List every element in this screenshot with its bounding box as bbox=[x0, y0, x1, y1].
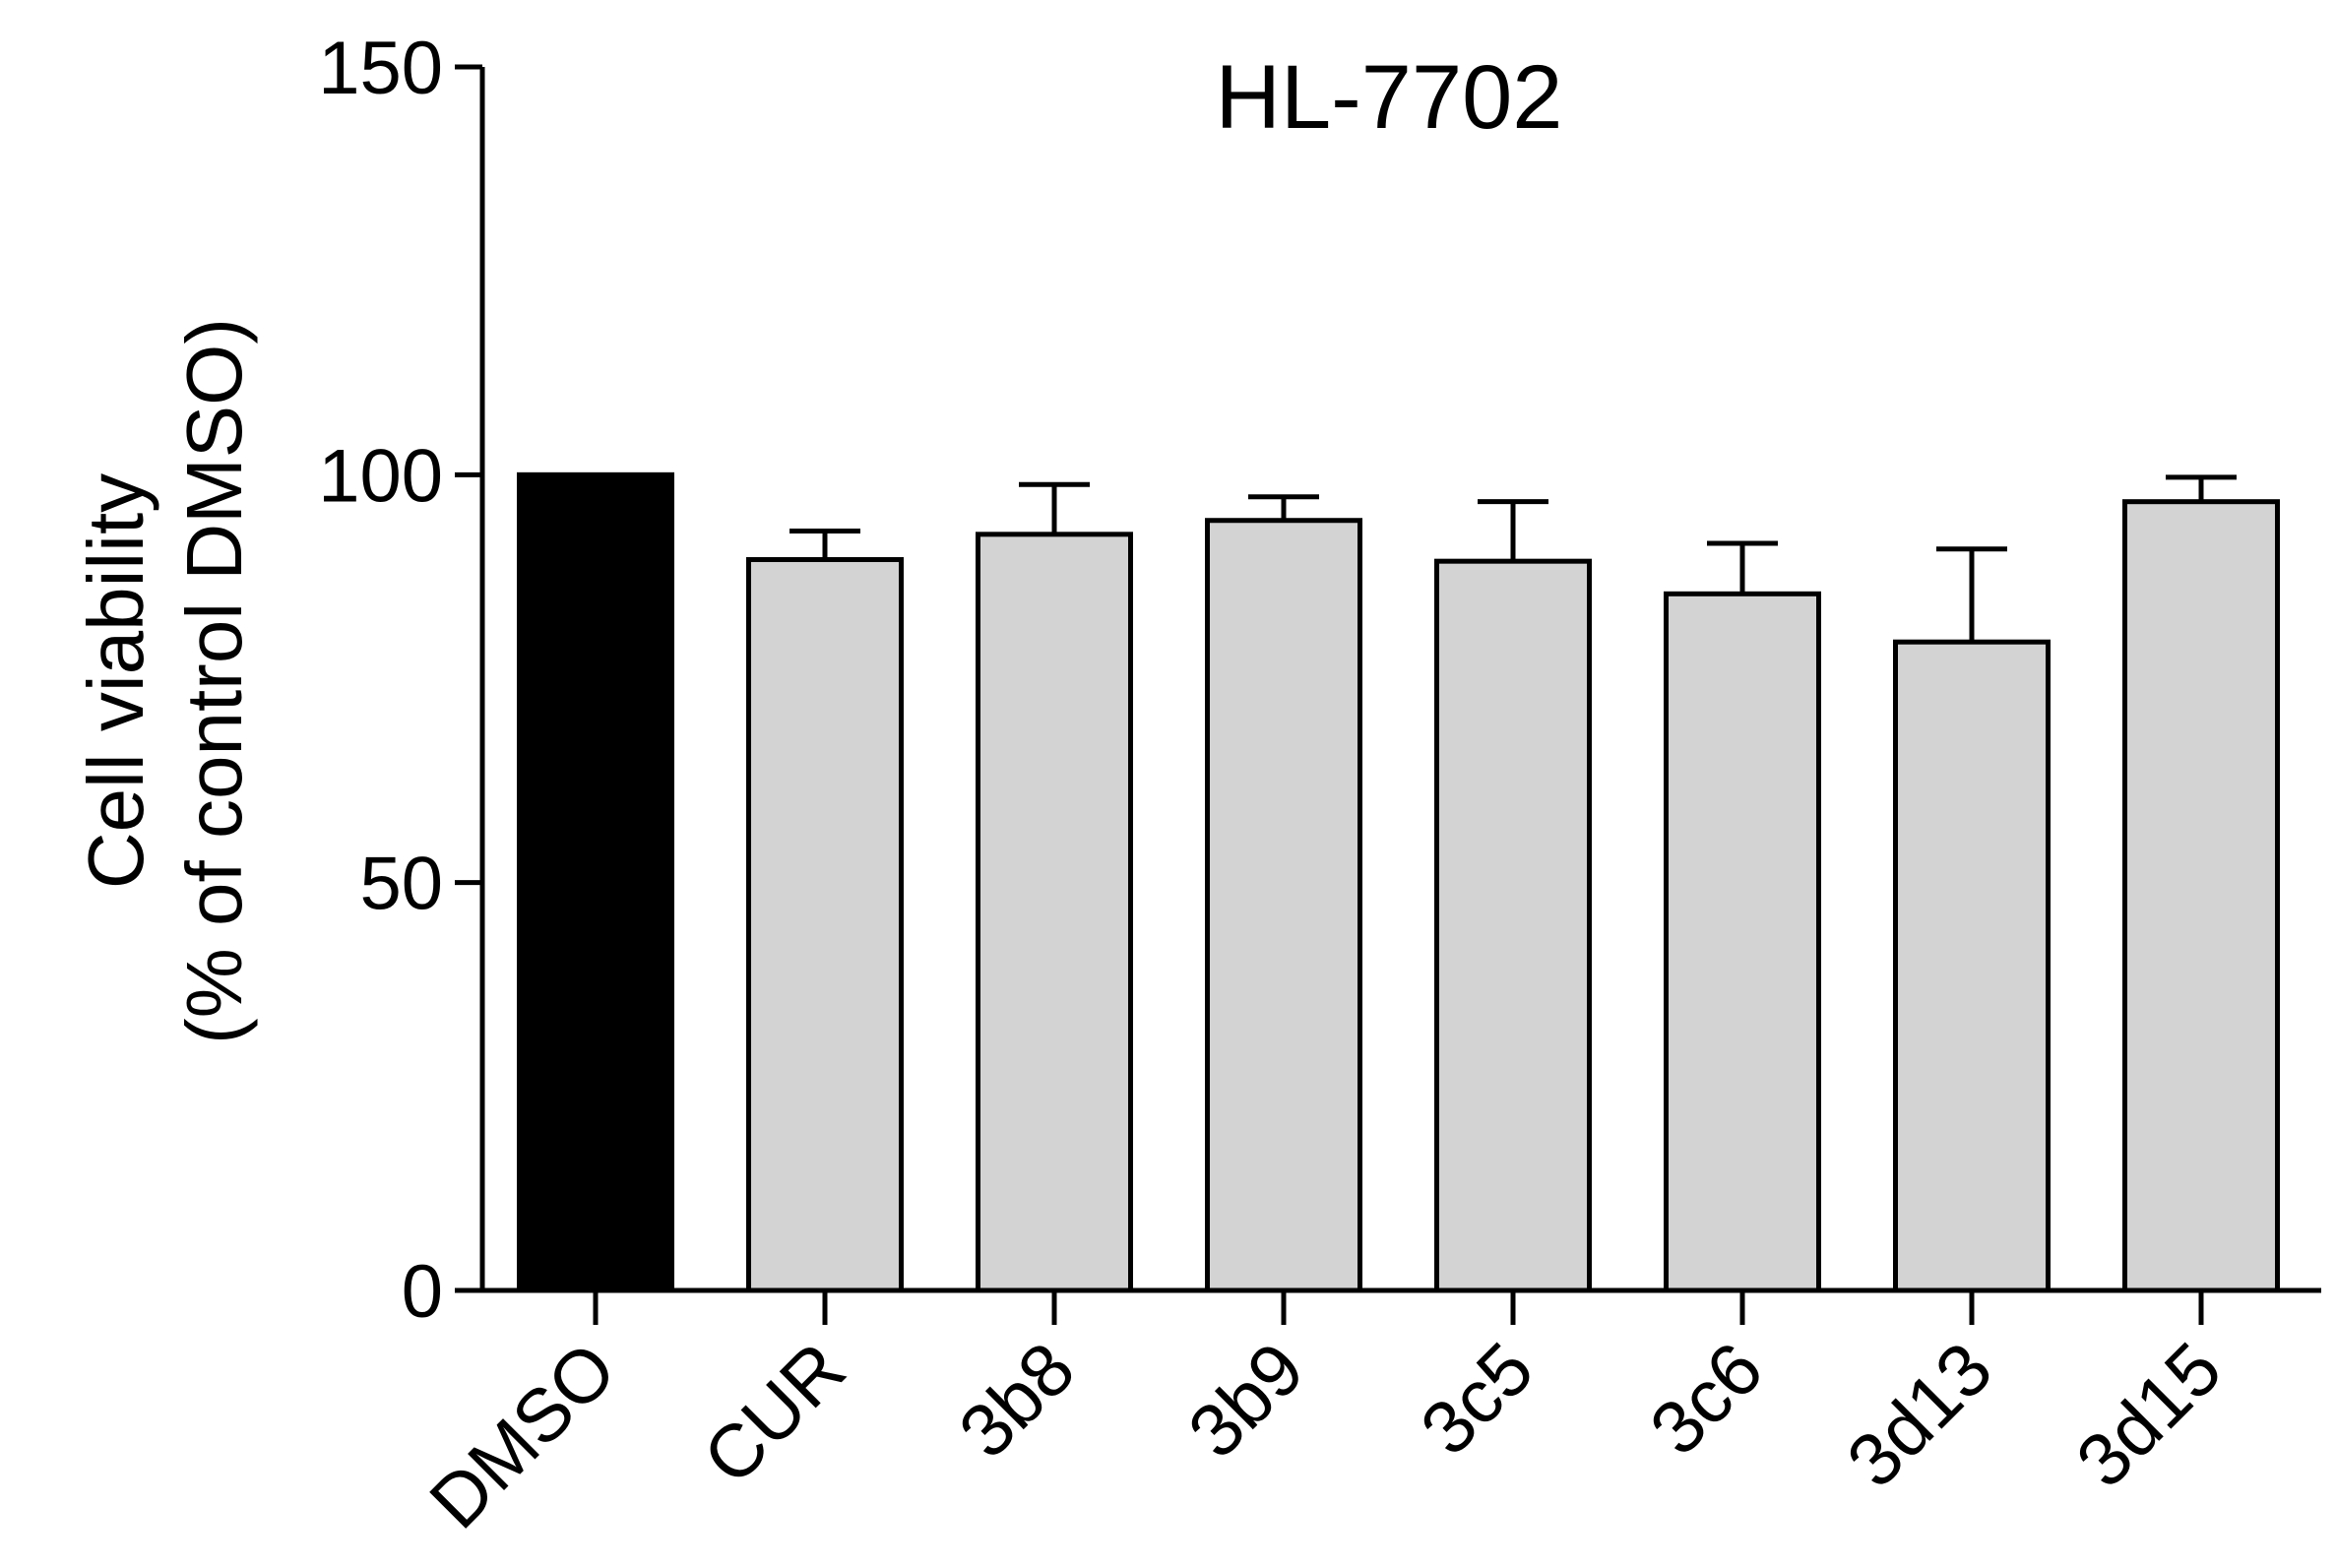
bar bbox=[976, 532, 1133, 1293]
chart-title: HL-7702 bbox=[1216, 47, 1563, 148]
y-tick-label: 0 bbox=[402, 1250, 443, 1334]
x-tick-label: 3d15 bbox=[2060, 1327, 2238, 1504]
x-tick-label: DMSO bbox=[414, 1327, 632, 1544]
bar bbox=[1664, 591, 1821, 1293]
x-tick-label: 3b8 bbox=[943, 1327, 1091, 1474]
x-tick-label: 3d13 bbox=[1831, 1327, 2008, 1504]
x-tick-label: 3c6 bbox=[1634, 1327, 1779, 1472]
error-bar bbox=[1936, 546, 2007, 643]
y-label-line: (% of control DMSO) bbox=[170, 318, 258, 1044]
y-label-line: Cell viability bbox=[72, 473, 159, 889]
bar bbox=[1434, 558, 1592, 1293]
y-axis-title: Cell viability (% of control DMSO) bbox=[72, 318, 258, 1044]
error-bar bbox=[789, 529, 860, 560]
bar bbox=[746, 557, 904, 1293]
y-tick-label: 150 bbox=[318, 27, 443, 110]
error-bar bbox=[1248, 494, 1319, 521]
x-tick-label: 3b9 bbox=[1172, 1327, 1320, 1474]
error-bar bbox=[2166, 474, 2237, 502]
x-tick-label: CUR bbox=[687, 1327, 861, 1501]
bar bbox=[1893, 639, 2051, 1293]
y-tick-label: 50 bbox=[359, 843, 443, 926]
bar bbox=[1205, 518, 1362, 1293]
error-bar bbox=[1707, 540, 1778, 595]
bar bbox=[517, 471, 674, 1293]
bar bbox=[2122, 499, 2280, 1293]
error-bar bbox=[1019, 481, 1090, 534]
error-bar bbox=[1478, 499, 1548, 562]
y-tick-label: 100 bbox=[318, 434, 443, 518]
x-tick-label: 3c5 bbox=[1405, 1327, 1549, 1472]
